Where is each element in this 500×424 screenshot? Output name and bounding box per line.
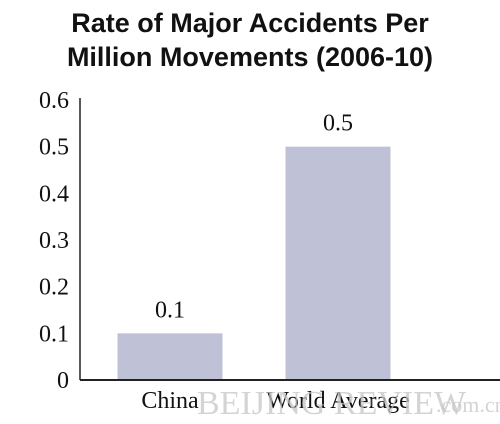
y-tick-label-5: 0.5	[39, 135, 69, 161]
bar-value-label-1: 0.5	[323, 111, 353, 137]
watermark: BEIJING REVIEW .com.cn	[197, 385, 500, 422]
bars: 0.1 0.5	[117, 111, 391, 380]
y-tick-label-3: 0.3	[39, 228, 69, 254]
y-tick-label-4: 0.4	[39, 181, 69, 207]
chart-title: Rate of Major Accidents Per Million Move…	[67, 8, 433, 72]
x-axis: China World Average	[80, 379, 500, 414]
y-tick-label-0: 0	[57, 368, 69, 394]
bar-0	[117, 333, 223, 380]
watermark-domain: .com.cn	[436, 392, 500, 417]
chart-title-line-1: Rate of Major Accidents Per	[71, 8, 429, 38]
bar-1	[285, 146, 391, 380]
bar-value-label-0: 0.1	[155, 297, 185, 323]
y-tick-label-1: 0.1	[39, 321, 69, 347]
y-tick-label-2: 0.2	[39, 275, 69, 301]
chart-title-line-2: Million Movements (2006-10)	[67, 42, 433, 72]
y-axis: 0 0.1 0.2 0.3 0.4 0.5 0.6	[39, 88, 81, 394]
y-tick-label-6: 0.6	[39, 88, 69, 114]
x-category-label-0: China	[141, 388, 199, 414]
watermark-brand: BEIJING REVIEW	[197, 385, 467, 422]
x-category-label-1: World Average	[266, 388, 410, 414]
